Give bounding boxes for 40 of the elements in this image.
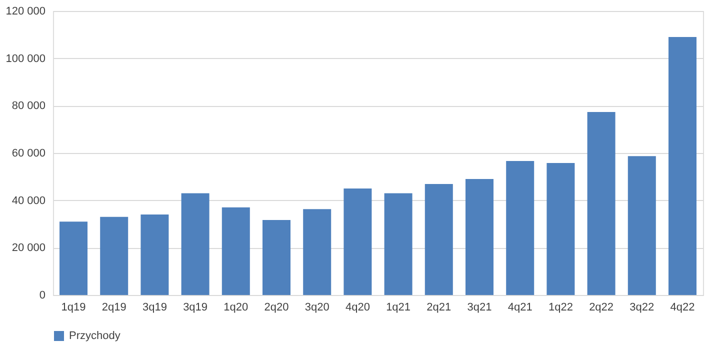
bar (100, 216, 128, 295)
bar (344, 188, 372, 295)
bar (262, 220, 290, 295)
bar (628, 156, 656, 295)
legend-label: Przychody (69, 330, 121, 342)
bar (587, 112, 616, 295)
x-tick-label: 3q20 (304, 302, 330, 314)
x-tick-label: 2q22 (589, 302, 614, 314)
x-tick-label: 2q20 (264, 302, 289, 314)
y-tick-label: 40 000 (12, 194, 46, 207)
x-tick-label: 1q22 (548, 302, 573, 314)
bar (424, 184, 453, 295)
bar (466, 179, 494, 295)
x-tick-label: 1q21 (386, 302, 411, 314)
x-tick-label: 4q20 (345, 302, 370, 314)
x-tick-label: 3q19 (183, 302, 208, 314)
x-tick-label: 1q20 (224, 302, 248, 314)
bar (140, 214, 169, 295)
x-tick-label: 3q19 (142, 302, 167, 314)
y-tick-label: 20 000 (12, 242, 46, 254)
bar (181, 193, 210, 295)
x-tick-label: 2q19 (102, 302, 126, 314)
bar (384, 193, 412, 295)
x-tick-label: 2q21 (426, 302, 452, 314)
y-tick-label: 0 (39, 290, 46, 302)
x-tick-label: 4q21 (508, 302, 532, 314)
x-tick-label: 1q19 (61, 302, 86, 314)
bar (506, 161, 534, 295)
x-tick-label: 3q22 (630, 302, 654, 314)
y-tick-label: 120 000 (6, 6, 46, 18)
bar (546, 162, 575, 295)
bar (60, 222, 88, 295)
bar (668, 37, 696, 295)
y-tick-label: 80 000 (12, 100, 46, 112)
x-tick-label: 3q21 (467, 302, 492, 314)
y-tick-label: 100 000 (6, 52, 46, 65)
x-tick-label: 4q22 (670, 302, 695, 314)
bar (222, 207, 250, 295)
bar (303, 209, 332, 295)
y-tick-label: 60 000 (12, 148, 46, 160)
